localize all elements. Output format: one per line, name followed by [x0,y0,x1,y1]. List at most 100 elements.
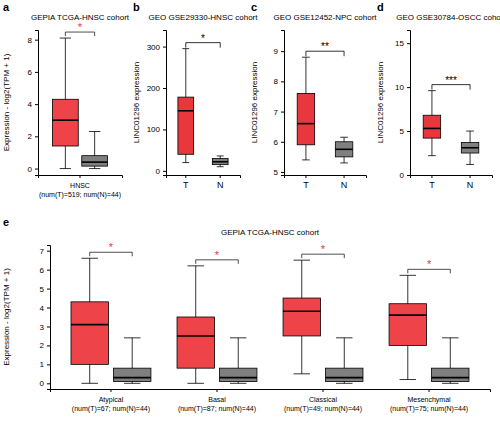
box [432,368,469,381]
median [297,123,314,125]
tick-label-line: (num(T)=67; num(N)=44) [72,405,150,413]
tick-mark [407,87,410,88]
tick-mark [47,289,50,290]
title: GEO GSE30784-OSCC cohort [396,13,500,22]
tick-label: 5 [400,127,405,136]
tick-label-line: (num(T)=49; num(N)=44) [284,405,362,413]
axis-line [35,31,39,176]
tick-label-line: (num(T)=87; num(N)=44) [178,405,256,413]
axis-line [281,31,285,176]
median [212,161,228,163]
tick-label: Atypical(num(T)=67; num(N)=44) [72,396,150,413]
median [220,377,257,379]
tick: 8 [28,36,38,45]
panel-label: b [133,1,140,13]
tick: 6 [40,266,50,275]
title: GEO GSE12452-NPC cohort [273,13,377,22]
tick-label-line: N [467,180,474,190]
tick-label: N [217,180,224,190]
box [82,156,108,166]
axis-line [47,246,51,390]
tick-mark [35,40,38,41]
tick-mark [47,326,50,327]
y-axis: 01234567 [40,246,51,390]
tick [431,175,432,178]
tick: 9 [274,47,284,56]
panel-label: a [3,1,10,13]
tick-label: 10 [395,83,404,92]
tick: 0 [40,379,50,388]
tick: 1 [40,360,50,369]
tick: 8 [274,77,284,86]
box [177,317,214,368]
tick-mark [281,51,284,52]
y-axis-title: Expression - log2(TPM + 1) [2,53,11,151]
median [423,128,440,130]
axis-line [163,31,167,176]
tick-label: 6 [274,138,279,147]
tick-mark [281,172,284,173]
box [71,302,108,365]
box [297,93,314,144]
tick: 6 [274,138,284,147]
significance: * [321,243,326,255]
tick-mark [220,175,221,178]
tick-label-line: Mesenchymal [407,396,451,404]
tick-label: 9 [274,47,279,56]
tick-mark [185,175,186,178]
plot-area [178,49,228,167]
tick-label-line: Classical [309,396,337,403]
tick-mark [47,345,50,346]
tick-mark [163,129,166,130]
axis-line [39,176,123,179]
tick-label: Classical (num(T)=49; num(N)=44) [284,396,362,413]
tick: 0 [156,167,166,176]
median [326,377,363,379]
tick-mark [163,88,166,89]
tick: 200 [147,84,166,93]
median [461,147,478,149]
y-axis: 0100200300 [147,31,167,176]
tick-label: Basal(num(T)=87; num(N)=44) [178,396,256,413]
tick-label: T [303,180,309,190]
tick-label-line: (num(T)=75; num(N)=44) [390,405,468,413]
tick-label: 1 [40,360,45,369]
tick-label: 100 [147,125,161,134]
tick: 0 [28,165,38,174]
axis-line [51,390,491,393]
tick-label-line: (num(T)=519; num(N)=44) [39,191,121,199]
tick-mark [281,142,284,143]
tick-mark [407,43,410,44]
tick [323,389,324,392]
tick-mark [35,72,38,73]
median [335,149,352,151]
tick-label: 0 [28,165,33,174]
tick: 5 [274,168,284,177]
tick-label: 2 [28,132,33,141]
tick-mark [305,175,306,178]
box [326,368,363,381]
tick: 6 [28,68,38,77]
title: GEPIA TCGA-HNSC cohort [221,228,320,237]
y-axis-title: LINC01296 expression [250,62,259,143]
tick-label-line: T [429,180,435,190]
tick: 5 [40,285,50,294]
tick-mark [163,171,166,172]
tick-label: 4 [40,304,45,313]
tick: 4 [40,304,50,313]
plot-area [423,91,479,165]
median [432,377,469,379]
tick: 2 [40,341,50,350]
panel: eGEPIA TCGA-HNSC cohort01234567Expressio… [2,216,491,413]
median [178,110,194,112]
y-axis-title: LINC01296 expression [376,62,385,143]
tick-mark [429,389,430,392]
panel: dGEO GSE30784-OSCC cohort051015LINC01296… [376,1,500,190]
median [283,311,320,313]
axis-line [285,176,367,179]
tick [80,175,81,178]
tick [110,389,111,392]
significance: * [78,21,83,33]
significance: * [201,33,205,44]
tick-label: 8 [28,36,33,45]
